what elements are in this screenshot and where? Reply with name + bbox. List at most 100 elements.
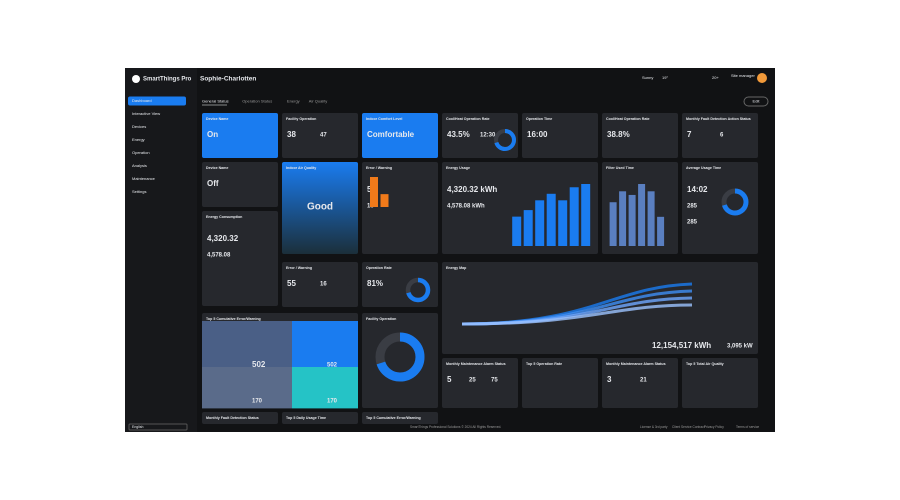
tile <box>522 358 598 408</box>
tile-title: Device Name <box>206 166 228 170</box>
tile-title: Average Usage Time <box>686 166 721 170</box>
menu-item[interactable]: Interactive View <box>132 111 160 116</box>
tile-title: Error / Warning <box>286 266 312 270</box>
tile-value: 4,578.08 kWh <box>447 204 485 210</box>
tile-value: Comfortable <box>367 130 415 139</box>
tile <box>282 262 358 307</box>
tile-value: 16:00 <box>527 130 548 139</box>
tile-title: Operation Time <box>526 117 552 121</box>
tile-value: 4,320.32 <box>207 234 239 243</box>
bar <box>535 200 545 246</box>
tile-value: 285 <box>687 204 698 210</box>
tile <box>362 313 438 408</box>
tile-value: 25 <box>469 378 476 384</box>
menu-item[interactable]: Analysis <box>132 163 147 168</box>
tile-title: Energy Map <box>446 266 467 270</box>
tile-value: 55 <box>287 279 296 288</box>
tile-title: Cool/Heat Operation Rate <box>606 117 650 121</box>
tile-value: 12,154,517 kWh <box>652 341 711 350</box>
footer-link[interactable]: Client Service Contract <box>672 425 705 429</box>
tile-value: 43.5% <box>447 130 470 139</box>
bar <box>370 177 378 207</box>
language-select[interactable] <box>128 423 188 431</box>
menu-item[interactable]: Energy <box>132 137 145 142</box>
bar <box>619 191 627 246</box>
edit-button[interactable] <box>743 96 769 107</box>
tab[interactable]: Operation Status <box>242 99 272 104</box>
tile-title: Device Name <box>206 117 228 121</box>
footer-link[interactable]: License & 3rd party <box>640 425 668 429</box>
menu-item[interactable]: Devices <box>132 124 146 129</box>
tile-title: Error / Warning <box>366 166 392 170</box>
tile-value: 7 <box>687 130 692 139</box>
tab[interactable]: General Status <box>202 99 229 104</box>
tile <box>282 412 358 424</box>
tile-value: 502 <box>252 360 266 369</box>
treemap-cell <box>292 321 358 367</box>
sidebar <box>125 68 197 432</box>
menu-item[interactable]: Settings <box>132 189 146 194</box>
tile-value: 21 <box>640 378 647 384</box>
bar <box>657 216 665 246</box>
tile-title: Indoor Comfort Level <box>366 117 402 121</box>
tile <box>362 113 438 158</box>
donut-arc <box>493 128 517 152</box>
bar <box>628 194 636 246</box>
tile-value: 47 <box>320 133 327 139</box>
tile-value: 81% <box>367 279 383 288</box>
tile <box>282 162 358 254</box>
tile-title: Energy Consumption <box>206 215 242 219</box>
footer-link[interactable]: Terms of service <box>736 425 759 429</box>
tile <box>202 162 278 207</box>
tile-value: Good <box>307 202 333 213</box>
edit-label[interactable]: Edit <box>753 99 761 104</box>
menu-item[interactable]: Dashboard <box>132 98 152 103</box>
tile-title: Energy Usage <box>446 166 470 170</box>
footer-link[interactable]: Privacy Policy <box>704 425 724 429</box>
tile-title: Monthly Maintenance Alarm Status <box>446 362 506 366</box>
tile <box>522 113 598 158</box>
bar <box>609 202 617 246</box>
tile-value: 5 <box>447 375 452 384</box>
tile-title: Top 5 Cumulative Error/Warning <box>206 317 261 321</box>
treemap-cell <box>202 367 292 409</box>
tile <box>202 211 278 306</box>
tile-value: 4,320.32 kWh <box>447 185 497 194</box>
copyright: SmartThings Professional Solutions © 202… <box>410 425 501 429</box>
tile <box>602 358 678 408</box>
tile <box>602 113 678 158</box>
tile-value: 4,578.08 <box>207 253 231 259</box>
tile-value: 3,095 kW <box>727 344 753 350</box>
donut-arc <box>405 277 431 303</box>
treemap-cell <box>292 367 358 409</box>
tile-title: Top 5 Daily Usage Time <box>286 416 326 420</box>
tab[interactable]: Energy <box>287 99 300 104</box>
tile-title: Facility Operation <box>366 317 396 321</box>
user-role: Site manager <box>731 73 755 78</box>
menu-item[interactable]: Maintenance <box>132 176 156 181</box>
bar <box>546 193 556 246</box>
language[interactable]: English <box>132 425 144 429</box>
tile <box>362 162 438 254</box>
tile-title: Filter Used Time <box>606 166 634 170</box>
bar <box>638 184 646 246</box>
tile <box>682 113 758 158</box>
tile-title: Top 5 Operation Rate <box>526 362 562 366</box>
menu-item[interactable]: Operation <box>132 150 150 155</box>
site-name[interactable]: Sophie-Charlotten <box>200 76 256 83</box>
tab[interactable]: Air Quality <box>309 99 327 104</box>
tile <box>202 412 278 424</box>
tile-value: 14:02 <box>687 185 708 194</box>
tile-value: 3 <box>607 375 612 384</box>
donut-arc <box>721 188 749 216</box>
tile-title: Facility Operation <box>286 117 316 121</box>
bar <box>569 187 579 246</box>
tile-value: 170 <box>252 399 263 405</box>
alerts[interactable]: 20+ <box>712 75 719 80</box>
tile <box>202 113 278 158</box>
avatar[interactable] <box>757 73 767 83</box>
tile-value: 38 <box>287 130 296 139</box>
tile <box>682 358 758 408</box>
tile-title: Indoor Air Quality <box>286 166 316 170</box>
